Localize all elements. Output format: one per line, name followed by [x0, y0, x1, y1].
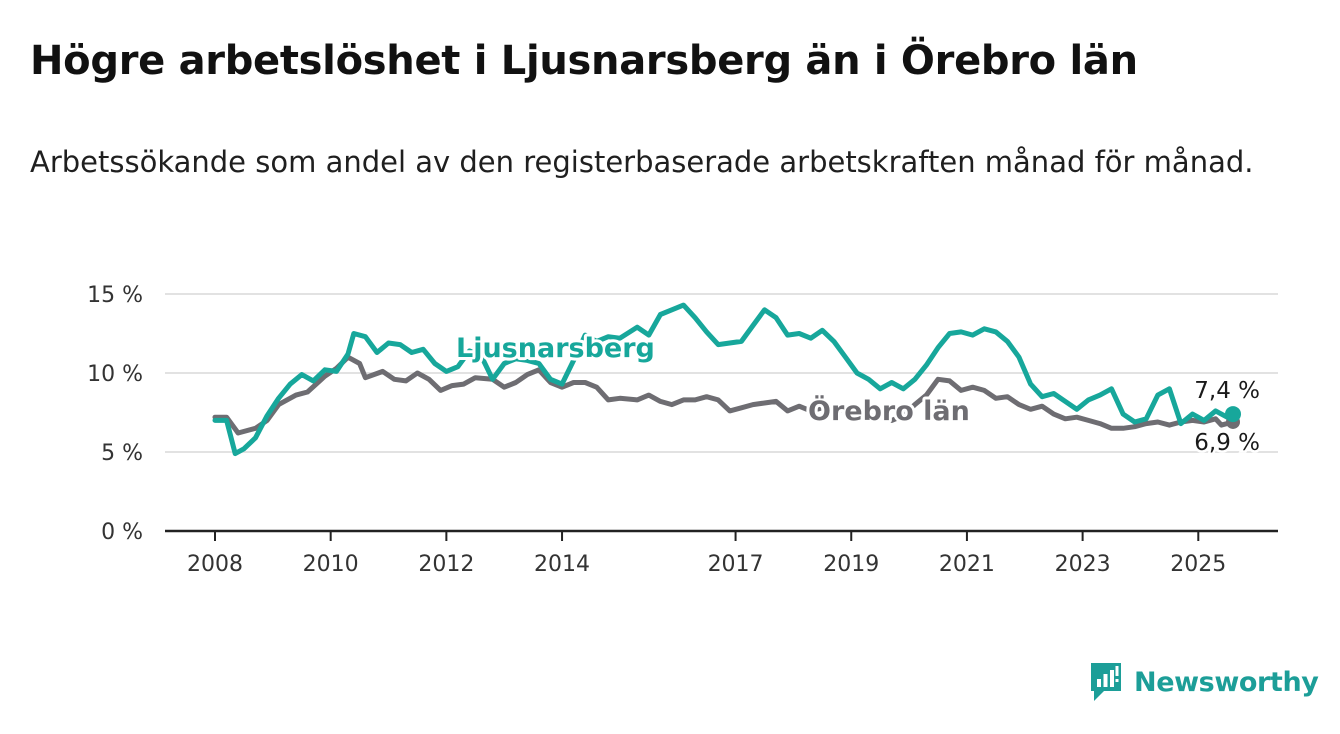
series-label: Ljusnarsberg	[456, 333, 655, 364]
y-tick-label: 0 %	[101, 520, 143, 545]
end-value-label: 7,4 %	[1194, 378, 1260, 404]
y-tick-label: 15 %	[87, 283, 143, 308]
series-line	[212, 302, 1236, 457]
chart-subtitle: Arbetssökande som andel av den registerb…	[30, 145, 1254, 179]
x-tick-label: 2025	[1170, 552, 1226, 577]
series-line	[212, 354, 1236, 436]
brand-name: Newsworthy	[1134, 666, 1319, 698]
x-tick-label: 2012	[418, 552, 474, 577]
x-tick-label: 2023	[1055, 552, 1111, 577]
newsworthy-logo[interactable]: Newsworthy	[1088, 660, 1319, 704]
series-label: Örebro län	[808, 394, 970, 427]
bar-chart-icon	[1091, 663, 1121, 701]
end-marker	[1225, 406, 1241, 423]
x-tick-label: 2021	[939, 552, 995, 577]
x-tick-label: 2017	[708, 552, 764, 577]
y-tick-label: 10 %	[87, 362, 143, 387]
end-value-label: 6,9 %	[1194, 430, 1260, 456]
y-tick-label: 5 %	[101, 441, 143, 466]
x-tick-label: 2014	[534, 552, 590, 577]
chart-title: Högre arbetslöshet i Ljusnarsberg än i Ö…	[30, 38, 1138, 84]
x-tick-label: 2010	[303, 552, 359, 577]
x-tick-label: 2019	[823, 552, 879, 577]
x-tick-label: 2008	[187, 552, 243, 577]
